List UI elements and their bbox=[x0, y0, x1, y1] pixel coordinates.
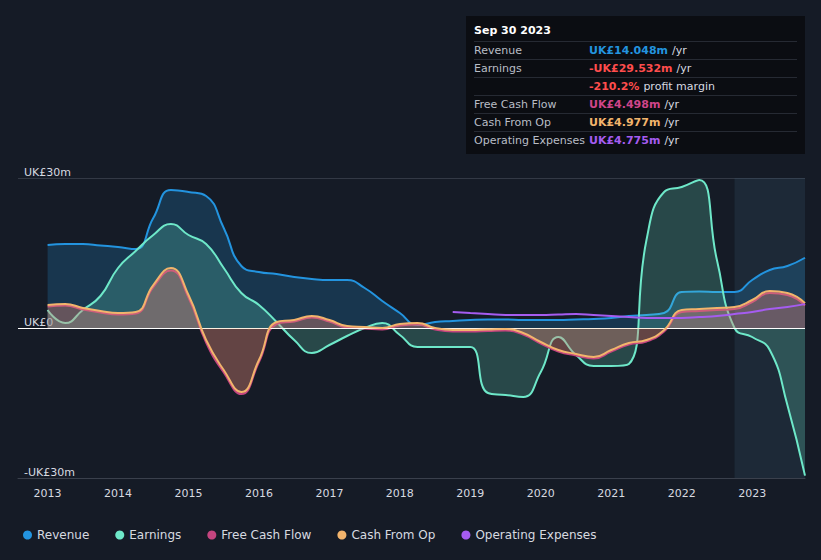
svg-text:2017: 2017 bbox=[315, 487, 343, 500]
svg-text:UK£30m: UK£30m bbox=[24, 166, 71, 179]
svg-text:2015: 2015 bbox=[175, 487, 203, 500]
html-text:UK£14.048m /yr: UK£14.048m /yr bbox=[589, 44, 687, 57]
svg-text:Cash From Op: Cash From Op bbox=[351, 528, 435, 542]
svg-text:2013: 2013 bbox=[34, 487, 62, 500]
html-text:-210.2% profit margin: -210.2% profit margin bbox=[589, 80, 715, 93]
svg-text:2022: 2022 bbox=[668, 487, 696, 500]
svg-text:2020: 2020 bbox=[527, 487, 555, 500]
svg-text:2023: 2023 bbox=[738, 487, 766, 500]
svg-text:Revenue: Revenue bbox=[37, 528, 89, 542]
svg-text:2018: 2018 bbox=[386, 487, 414, 500]
svg-text:2016: 2016 bbox=[245, 487, 273, 500]
html-text:Sep 30 2023: Sep 30 2023 bbox=[474, 24, 551, 37]
svg-text:Earnings: Earnings bbox=[129, 528, 181, 542]
html-text:-UK£29.532m /yr: -UK£29.532m /yr bbox=[589, 62, 692, 75]
html-text:Revenue: Revenue bbox=[474, 44, 522, 57]
html-text:UK£4.498m /yr: UK£4.498m /yr bbox=[589, 98, 680, 111]
svg-text:2021: 2021 bbox=[597, 487, 625, 500]
html-text:UK£4.977m /yr: UK£4.977m /yr bbox=[589, 116, 680, 129]
html-text:Free Cash Flow: Free Cash Flow bbox=[474, 98, 557, 111]
html-text:Cash From Op: Cash From Op bbox=[474, 116, 551, 129]
svg-text:Free Cash Flow: Free Cash Flow bbox=[221, 528, 311, 542]
svg-text:-UK£30m: -UK£30m bbox=[24, 466, 75, 479]
html-text:Operating Expenses UK£4.775m /: Operating Expenses UK£4.775m /yr bbox=[474, 134, 680, 147]
svg-text:UK£0: UK£0 bbox=[24, 316, 54, 329]
html-text:Earnings: Earnings bbox=[474, 62, 522, 75]
svg-text:2014: 2014 bbox=[104, 487, 132, 500]
svg-text:Operating Expenses: Operating Expenses bbox=[475, 528, 596, 542]
svg-text:2019: 2019 bbox=[456, 487, 484, 500]
